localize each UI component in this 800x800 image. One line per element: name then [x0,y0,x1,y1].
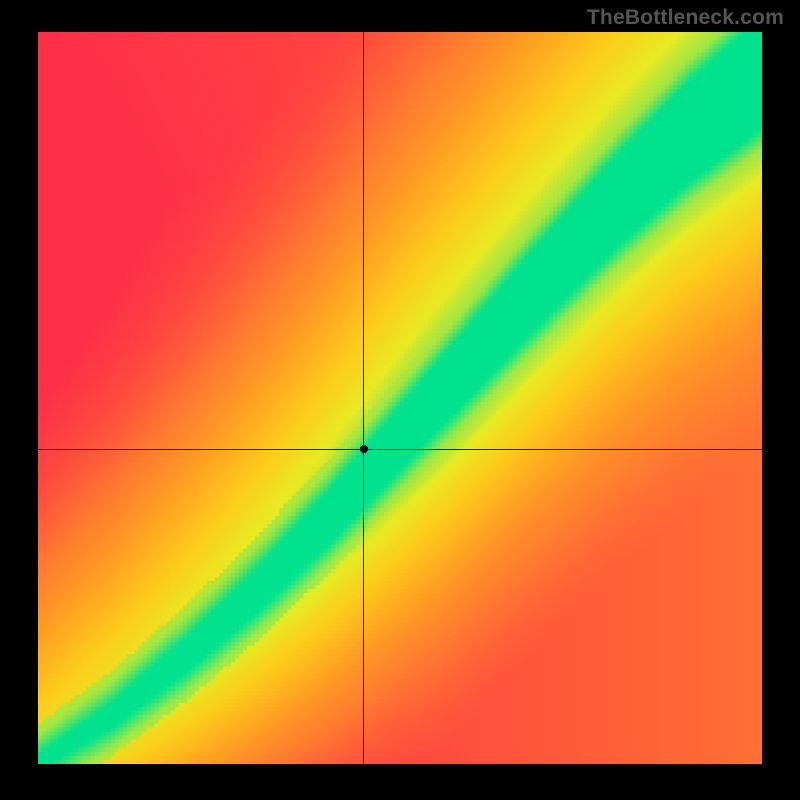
crosshair-marker [360,445,368,453]
chart-container: TheBottleneck.com [0,0,800,800]
watermark-text: TheBottleneck.com [587,6,784,30]
crosshair-horizontal [38,449,762,450]
crosshair-vertical [363,32,364,764]
bottleneck-heatmap [38,32,762,764]
